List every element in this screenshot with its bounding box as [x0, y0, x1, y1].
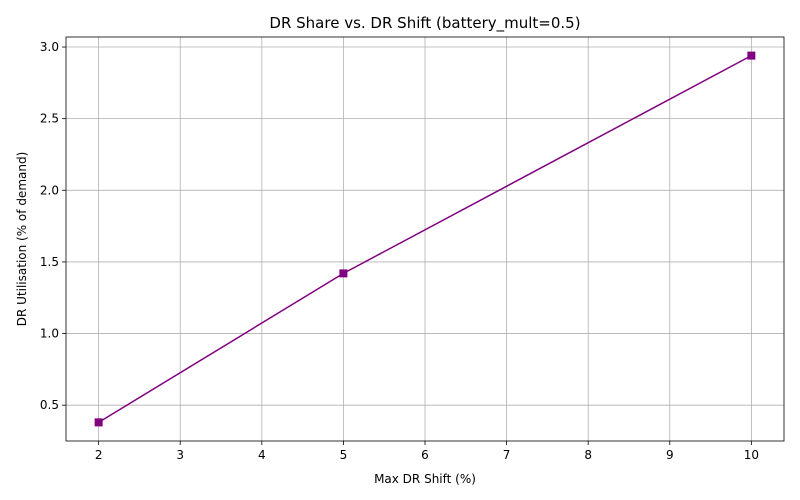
axes: 2 3 4 5 6 7 8 9 10 0.5 1.0 1.5 2.0 2.5 3.0: [40, 40, 759, 462]
grid: [66, 37, 784, 441]
x-tick-label: 7: [503, 448, 511, 462]
x-tick-label: 3: [176, 448, 184, 462]
y-axis-label: DR Utilisation (% of demand): [15, 152, 29, 327]
x-tick-label: 5: [340, 448, 348, 462]
data-point: [339, 269, 348, 278]
x-tick-label: 4: [258, 448, 266, 462]
y-tick-label: 3.0: [40, 40, 59, 54]
x-tick-label: 9: [666, 448, 674, 462]
y-tick-label: 2.0: [40, 183, 59, 197]
x-tick-label: 6: [421, 448, 429, 462]
y-tick-label: 0.5: [40, 398, 59, 412]
x-tick-label: 10: [744, 448, 759, 462]
chart-title: DR Share vs. DR Shift (battery_mult=0.5): [269, 14, 580, 33]
x-tick-label: 2: [95, 448, 103, 462]
y-tick-label: 1.5: [40, 255, 59, 269]
plot-frame: [65, 36, 785, 442]
data-point: [747, 51, 756, 60]
x-axis-label: Max DR Shift (%): [374, 472, 476, 486]
x-tick-label: 8: [584, 448, 592, 462]
data-point: [94, 418, 103, 427]
series-layer: [94, 51, 756, 427]
y-tick-label: 1.0: [40, 327, 59, 341]
y-tick-label: 2.5: [40, 112, 59, 126]
